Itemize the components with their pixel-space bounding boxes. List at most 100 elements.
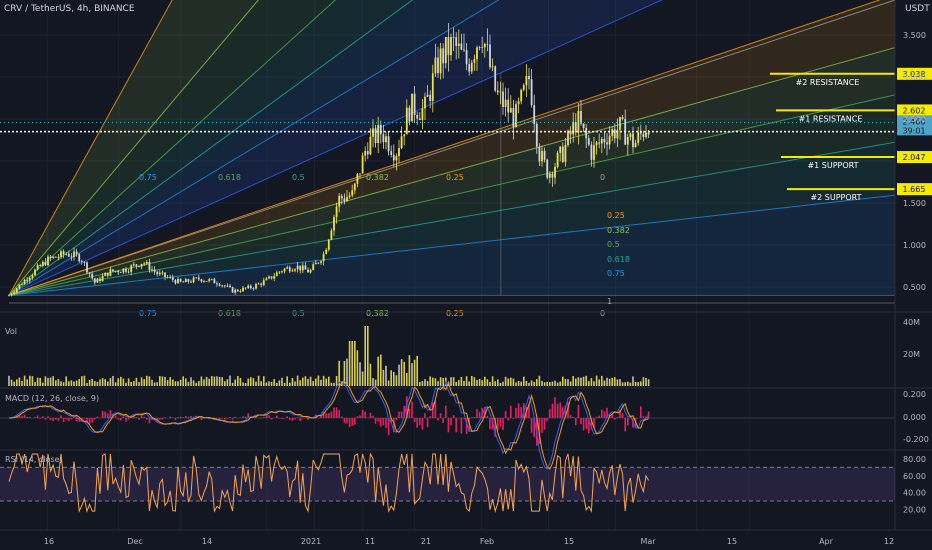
- volume-bar: [156, 382, 158, 386]
- price-tag: [897, 151, 932, 164]
- macd-histogram-bar: [567, 402, 569, 418]
- macd-histogram-bar: [29, 416, 31, 418]
- volume-bar: [374, 379, 377, 386]
- time-axis-tick: Dec: [127, 537, 142, 546]
- volume-bar: [289, 382, 291, 386]
- candle-body: [335, 206, 338, 218]
- time-axis-tick: 21: [421, 537, 431, 546]
- fan-ray: [8, 0, 337, 296]
- volume-bar: [265, 382, 268, 386]
- macd-histogram-bar: [346, 418, 348, 424]
- volume-bar: [57, 379, 60, 386]
- volume-bar: [166, 380, 169, 386]
- volume-bar: [174, 381, 177, 386]
- candle-body: [468, 64, 471, 72]
- volume-bar: [47, 377, 49, 386]
- candle-body: [434, 57, 437, 74]
- macd-histogram-bar: [562, 407, 564, 418]
- candle-body: [244, 287, 247, 289]
- candle-body: [473, 59, 476, 63]
- volume-bar: [489, 381, 491, 386]
- time-axis-tick: 11: [365, 537, 375, 546]
- macd-histogram-bar: [146, 418, 148, 420]
- volume-bar: [127, 378, 130, 386]
- candle-body: [78, 254, 81, 262]
- rsi-pane-label[interactable]: RSI (14, close): [5, 455, 63, 464]
- candle-body: [62, 251, 65, 255]
- macd-histogram-bar: [68, 418, 70, 421]
- candle-body: [286, 267, 289, 269]
- volume-bar: [393, 371, 395, 386]
- candle-body: [80, 261, 83, 263]
- volume-bar: [577, 377, 580, 386]
- candle-body: [205, 280, 208, 282]
- volume-bar: [637, 382, 639, 386]
- fan-ray: [8, 141, 896, 296]
- symbol-header[interactable]: CRV / TetherUS, 4h, BINANCE: [4, 4, 135, 14]
- volume-bar: [408, 355, 411, 386]
- fan-level-label-right: 0.382: [607, 226, 630, 235]
- macd-histogram-bar: [413, 418, 416, 423]
- candle-body: [255, 284, 257, 289]
- macd-histogram-bar: [616, 416, 619, 418]
- macd-histogram-bar: [528, 403, 530, 418]
- volume-bar: [564, 379, 567, 386]
- macd-histogram-bar: [26, 416, 28, 418]
- macd-histogram-bar: [112, 416, 114, 418]
- candle-body: [140, 263, 143, 267]
- macd-histogram-bar: [224, 418, 226, 420]
- macd-histogram-bar: [192, 416, 195, 418]
- macd-histogram-bar: [276, 415, 278, 418]
- volume-bar: [73, 381, 75, 386]
- macd-histogram-bar: [497, 418, 499, 431]
- level-annotation: #1 RESISTANCE: [799, 114, 863, 123]
- candle-body: [496, 90, 499, 93]
- current-price-tag: [897, 115, 932, 136]
- macd-pane-label[interactable]: MACD (12, 26, close, 9): [5, 394, 100, 403]
- macd-histogram-bar: [101, 410, 104, 418]
- candle-body: [314, 262, 317, 265]
- volume-bar: [575, 378, 577, 386]
- candle-body: [366, 151, 369, 155]
- macd-histogram-bar: [34, 417, 36, 418]
- candle-body: [387, 136, 390, 152]
- candle-body: [151, 269, 153, 271]
- volume-bar: [78, 379, 80, 386]
- level-annotation: #2 SUPPORT: [810, 193, 861, 202]
- fibonacci-fan: [8, 0, 896, 304]
- candle-body: [60, 251, 62, 257]
- price-tag: [897, 104, 932, 117]
- candle-body: [538, 146, 541, 162]
- macd-axis-tick: 0.200: [903, 390, 926, 399]
- macd-histogram-bar: [517, 403, 520, 418]
- volume-bar: [255, 381, 257, 386]
- volume-bar: [198, 381, 200, 386]
- volume-bar: [507, 378, 509, 386]
- macd-histogram-bar: [416, 418, 418, 428]
- candle-body: [535, 123, 538, 147]
- candle-body: [327, 239, 330, 250]
- volume-bar: [39, 377, 41, 386]
- candle-body: [494, 66, 497, 91]
- macd-histogram-bar: [57, 418, 60, 421]
- macd-histogram-bar: [614, 418, 616, 420]
- volume-bar: [221, 377, 223, 386]
- macd-histogram-bar: [21, 415, 23, 418]
- volume-bar: [315, 378, 317, 386]
- volume-bar: [515, 382, 517, 386]
- macd-histogram-bar: [411, 401, 413, 418]
- volume-bar: [359, 362, 361, 386]
- volume-bar: [55, 380, 57, 386]
- macd-histogram-bar: [159, 418, 161, 420]
- macd-histogram-bar: [65, 418, 67, 420]
- volume-pane-label[interactable]: Vol: [5, 327, 17, 336]
- candle-body: [281, 271, 283, 273]
- volume-bar: [65, 376, 67, 386]
- volume-bar: [159, 376, 161, 386]
- volume-bar: [426, 381, 429, 386]
- macd-histogram-bar: [642, 416, 645, 418]
- candle-body: [639, 132, 642, 134]
- candle-body: [382, 134, 385, 143]
- candle-body: [645, 132, 647, 137]
